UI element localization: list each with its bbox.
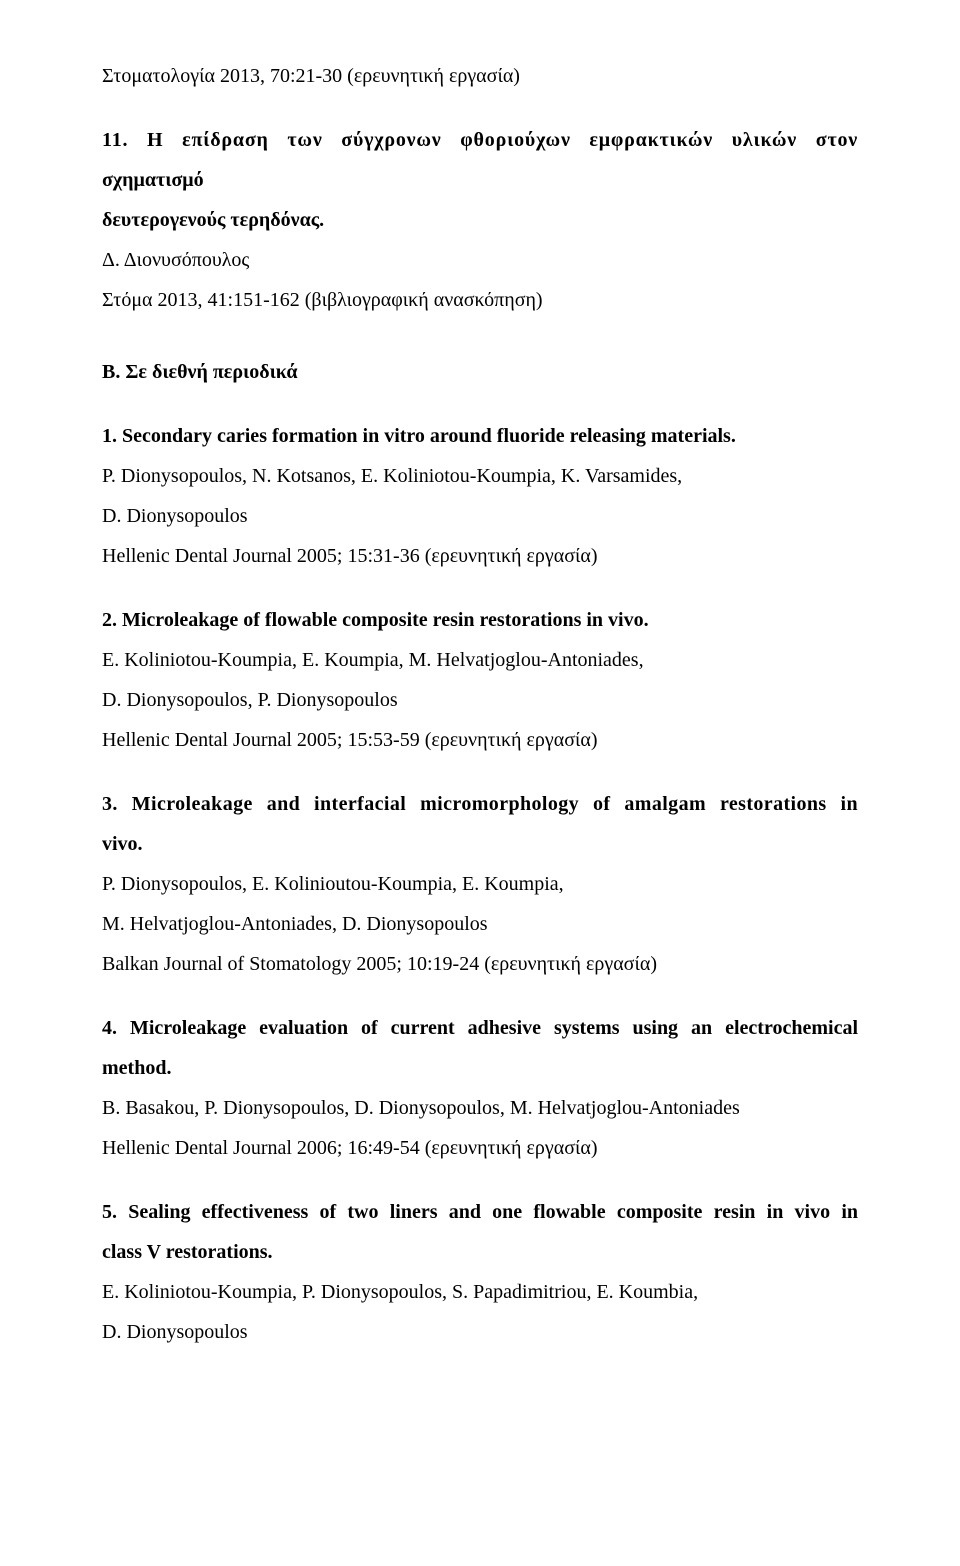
entry-2-authors-l2: D. Dionysopoulos, P. Dionysopoulos <box>102 680 858 720</box>
entry-5: 5. Sealing effectiveness of two liners a… <box>102 1192 858 1352</box>
entry-2-authors-l1: E. Koliniotou-Koumpia, E. Koumpia, M. He… <box>102 640 858 680</box>
entry-4-journal: Hellenic Dental Journal 2006; 16:49-54 (… <box>102 1128 858 1168</box>
spacer <box>102 1168 858 1192</box>
entry-11-title-line1: 11. Η επίδραση των σύγχρονων φθοριούχων … <box>102 120 858 160</box>
document-page: Στοματολογία 2013, 70:21-30 (ερευνητική … <box>0 0 960 1566</box>
entry-3-title-l2: vivo. <box>102 824 858 864</box>
entry-4-title-l1: 4. Microleakage evaluation of current ad… <box>102 1008 858 1048</box>
section-heading-b: Β. Σε διεθνή περιοδικά <box>102 352 858 392</box>
top-journal-line: Στοματολογία 2013, 70:21-30 (ερευνητική … <box>102 56 858 96</box>
spacer <box>102 392 858 416</box>
spacer <box>102 760 858 784</box>
entry-4-title-l2: method. <box>102 1048 858 1088</box>
entry-2-journal: Hellenic Dental Journal 2005; 15:53-59 (… <box>102 720 858 760</box>
entry-2: 2. Microleakage of flowable composite re… <box>102 600 858 760</box>
entry-1-authors-l2: D. Dionysopoulos <box>102 496 858 536</box>
entry-11-title-line2: σχηματισμό <box>102 160 858 200</box>
entry-2-title: 2. Microleakage of flowable composite re… <box>102 600 858 640</box>
spacer <box>102 320 858 344</box>
entry-3-journal: Balkan Journal of Stomatology 2005; 10:1… <box>102 944 858 984</box>
entry-3-title-l1: 3. Microleakage and interfacial micromor… <box>102 784 858 824</box>
entry-11-journal: Στόμα 2013, 41:151-162 (βιβλιογραφική αν… <box>102 280 858 320</box>
entry-1-title: 1. Secondary caries formation in vitro a… <box>102 416 858 456</box>
entry-4: 4. Microleakage evaluation of current ad… <box>102 1008 858 1168</box>
entry-3-authors-l2: M. Helvatjoglou-Antoniades, D. Dionysopo… <box>102 904 858 944</box>
entry-3: 3. Microleakage and interfacial micromor… <box>102 784 858 984</box>
entry-11-authors: Δ. Διονυσόπουλος <box>102 240 858 280</box>
entry-5-title-l2: class V restorations. <box>102 1232 858 1272</box>
entry-4-authors: B. Basakou, P. Dionysopoulos, D. Dionyso… <box>102 1088 858 1128</box>
entry-1-journal: Hellenic Dental Journal 2005; 15:31-36 (… <box>102 536 858 576</box>
entry-1: 1. Secondary caries formation in vitro a… <box>102 416 858 576</box>
spacer <box>102 96 858 120</box>
entry-5-authors-l1: E. Koliniotou-Koumpia, P. Dionysopoulos,… <box>102 1272 858 1312</box>
entry-11-title-line3: δευτερογενούς τερηδόνας. <box>102 200 858 240</box>
entry-11: 11. Η επίδραση των σύγχρονων φθοριούχων … <box>102 120 858 320</box>
entry-5-authors-l2: D. Dionysopoulos <box>102 1312 858 1352</box>
spacer <box>102 576 858 600</box>
spacer <box>102 984 858 1008</box>
entry-5-title-l1: 5. Sealing effectiveness of two liners a… <box>102 1192 858 1232</box>
entry-1-authors-l1: P. Dionysopoulos, N. Kotsanos, E. Kolini… <box>102 456 858 496</box>
entry-3-authors-l1: P. Dionysopoulos, E. Kolinioutou-Koumpia… <box>102 864 858 904</box>
